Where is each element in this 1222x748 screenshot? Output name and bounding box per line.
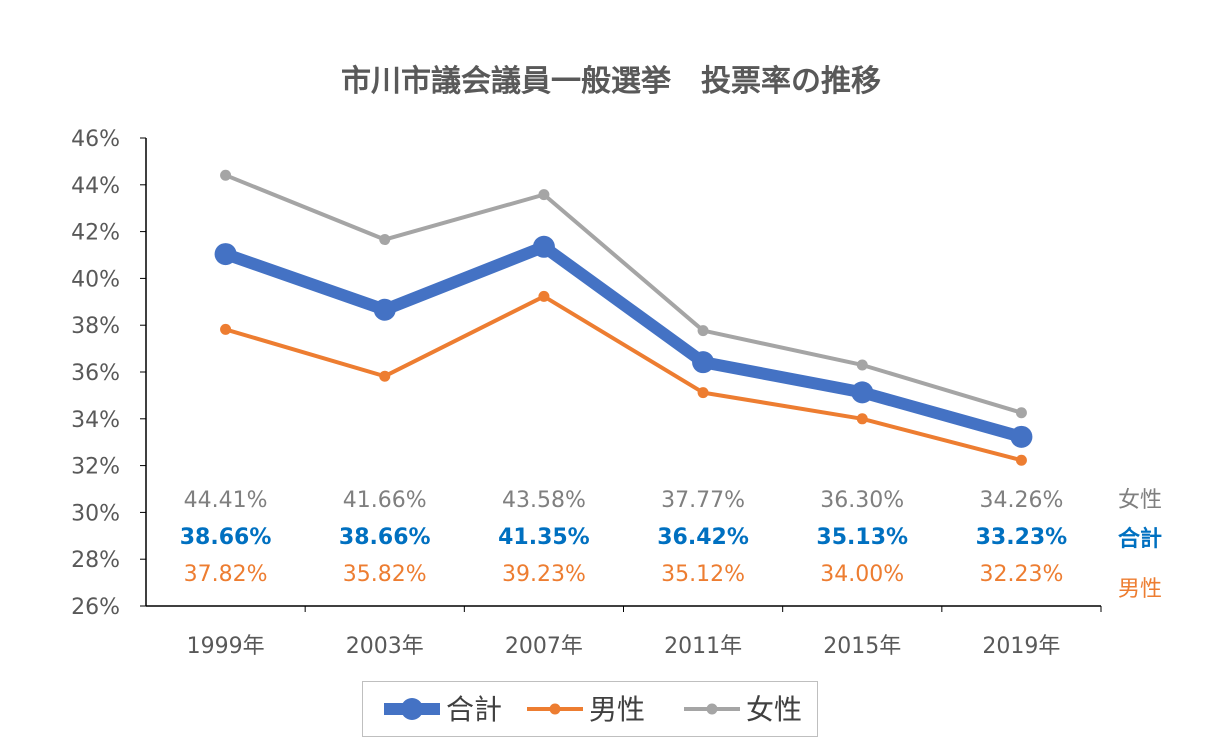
x-tick-label: 2011年 [664, 634, 742, 659]
row-label: 合計 [1118, 526, 1162, 552]
data-label-男性: 35.82% [343, 562, 427, 587]
data-label-男性: 32.23% [979, 562, 1063, 587]
legend-swatch-marker [706, 703, 718, 715]
data-point-合計 [532, 235, 555, 258]
data-point-男性 [1015, 454, 1027, 466]
data-label-女性: 43.58% [502, 488, 586, 513]
y-tick-label: 44% [71, 174, 120, 199]
legend-swatch-marker [401, 698, 423, 720]
data-point-女性 [856, 359, 868, 371]
data-label-合計: 33.23% [976, 525, 1068, 550]
data-point-男性 [379, 370, 391, 382]
data-label-男性: 37.82% [184, 562, 268, 587]
y-tick-label: 32% [71, 455, 120, 480]
data-point-合計 [1010, 425, 1033, 448]
data-point-合計 [851, 381, 874, 404]
data-label-合計: 38.66% [180, 525, 272, 550]
legend-label: 女性 [746, 693, 802, 726]
legend-swatch-marker [549, 703, 561, 715]
data-point-女性 [1015, 407, 1027, 419]
data-label-合計: 36.42% [657, 525, 749, 550]
data-label-男性: 34.00% [820, 562, 904, 587]
series-line-男性 [225, 294, 1022, 463]
y-tick-label: 28% [71, 548, 120, 573]
data-label-女性: 41.66% [343, 488, 427, 513]
series-line-合計 [223, 240, 1024, 443]
y-tick-label: 34% [71, 408, 120, 433]
data-label-女性: 37.77% [661, 488, 745, 513]
data-point-合計 [214, 243, 237, 266]
data-point-合計 [692, 351, 715, 374]
y-tick-label: 38% [71, 314, 120, 339]
row-label: 男性 [1118, 577, 1162, 602]
data-point-女性 [379, 234, 391, 246]
data-label-合計: 38.66% [339, 525, 431, 550]
data-label-合計: 41.35% [498, 525, 590, 550]
data-point-男性 [538, 290, 550, 302]
data-point-女性 [538, 189, 550, 201]
y-tick-label: 26% [71, 595, 120, 620]
y-tick-label: 36% [71, 361, 120, 386]
chart-title: 市川市議会議員一般選挙 投票率の推移 [341, 64, 881, 99]
data-label-男性: 39.23% [502, 562, 586, 587]
data-point-合計 [373, 298, 396, 321]
data-label-女性: 36.30% [820, 488, 904, 513]
x-tick-label: 2019年 [982, 634, 1060, 659]
data-label-女性: 44.41% [184, 488, 268, 513]
x-tick-label: 2007年 [505, 634, 583, 659]
y-tick-label: 42% [71, 221, 120, 246]
data-point-女性 [697, 325, 709, 337]
legend-label: 合計 [446, 693, 502, 726]
data-point-女性 [220, 169, 232, 181]
x-tick-label: 2015年 [823, 634, 901, 659]
data-label-男性: 35.12% [661, 562, 745, 587]
data-label-合計: 35.13% [816, 525, 908, 550]
x-tick-label: 1999年 [187, 634, 265, 659]
data-point-男性 [220, 323, 232, 335]
y-tick-label: 30% [71, 501, 120, 526]
data-point-男性 [856, 413, 868, 425]
data-point-男性 [697, 387, 709, 399]
y-tick-label: 40% [71, 267, 120, 292]
data-label-女性: 34.26% [979, 488, 1063, 513]
x-tick-label: 2003年 [346, 634, 424, 659]
legend-box [362, 681, 818, 737]
y-tick-label: 46% [71, 127, 120, 152]
row-label: 女性 [1118, 488, 1162, 513]
series-line-女性 [224, 173, 1022, 415]
legend-label: 男性 [589, 693, 645, 726]
